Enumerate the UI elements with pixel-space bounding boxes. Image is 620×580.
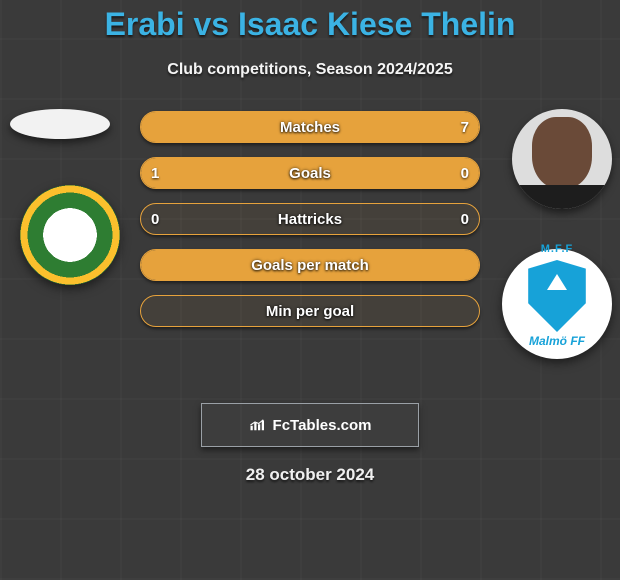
bar-value-right: 0: [461, 158, 469, 188]
bar-label: Matches: [141, 112, 479, 142]
bar-label: Hattricks: [141, 204, 479, 234]
club-right-name: Malmö FF: [529, 334, 585, 348]
bar-label: Min per goal: [141, 296, 479, 326]
player-right-avatar: [512, 109, 612, 209]
stat-bars: Matches7Goals10Hattricks00Goals per matc…: [140, 111, 480, 341]
bar-value-right: 0: [461, 204, 469, 234]
club-right-short: M.F.F: [541, 243, 574, 255]
stat-row: Goals per match: [140, 249, 480, 281]
stat-row: Matches7: [140, 111, 480, 143]
subtitle: Club competitions, Season 2024/2025: [0, 61, 620, 79]
comparison-area: M.F.F Malmö FF Matches7Goals10Hattricks0…: [0, 111, 620, 391]
stat-bar: Min per goal: [140, 295, 480, 327]
stat-bar: Goals per match: [140, 249, 480, 281]
page-title: Erabi vs Isaac Kiese Thelin: [0, 0, 620, 43]
bar-label: Goals: [141, 158, 479, 188]
footer-attribution: FcTables.com: [201, 403, 419, 447]
club-right-badge: M.F.F Malmö FF: [502, 249, 612, 359]
date-label: 28 october 2024: [0, 465, 620, 485]
bar-label: Goals per match: [141, 250, 479, 280]
bar-value-left: 1: [151, 158, 159, 188]
stat-bar: Matches7: [140, 111, 480, 143]
stat-row: Goals1 0: [140, 157, 480, 189]
bar-value-right: 7: [461, 112, 469, 142]
club-left-badge: [20, 185, 120, 285]
chart-icon: [249, 418, 267, 432]
stat-bar: Hattricks0 0: [140, 203, 480, 235]
stat-row: Min per goal: [140, 295, 480, 327]
player-left-avatar: [10, 109, 110, 139]
stat-bar: Goals1 0: [140, 157, 480, 189]
footer-label: FcTables.com: [273, 417, 372, 434]
bar-value-left: 0: [151, 204, 159, 234]
stat-row: Hattricks0 0: [140, 203, 480, 235]
